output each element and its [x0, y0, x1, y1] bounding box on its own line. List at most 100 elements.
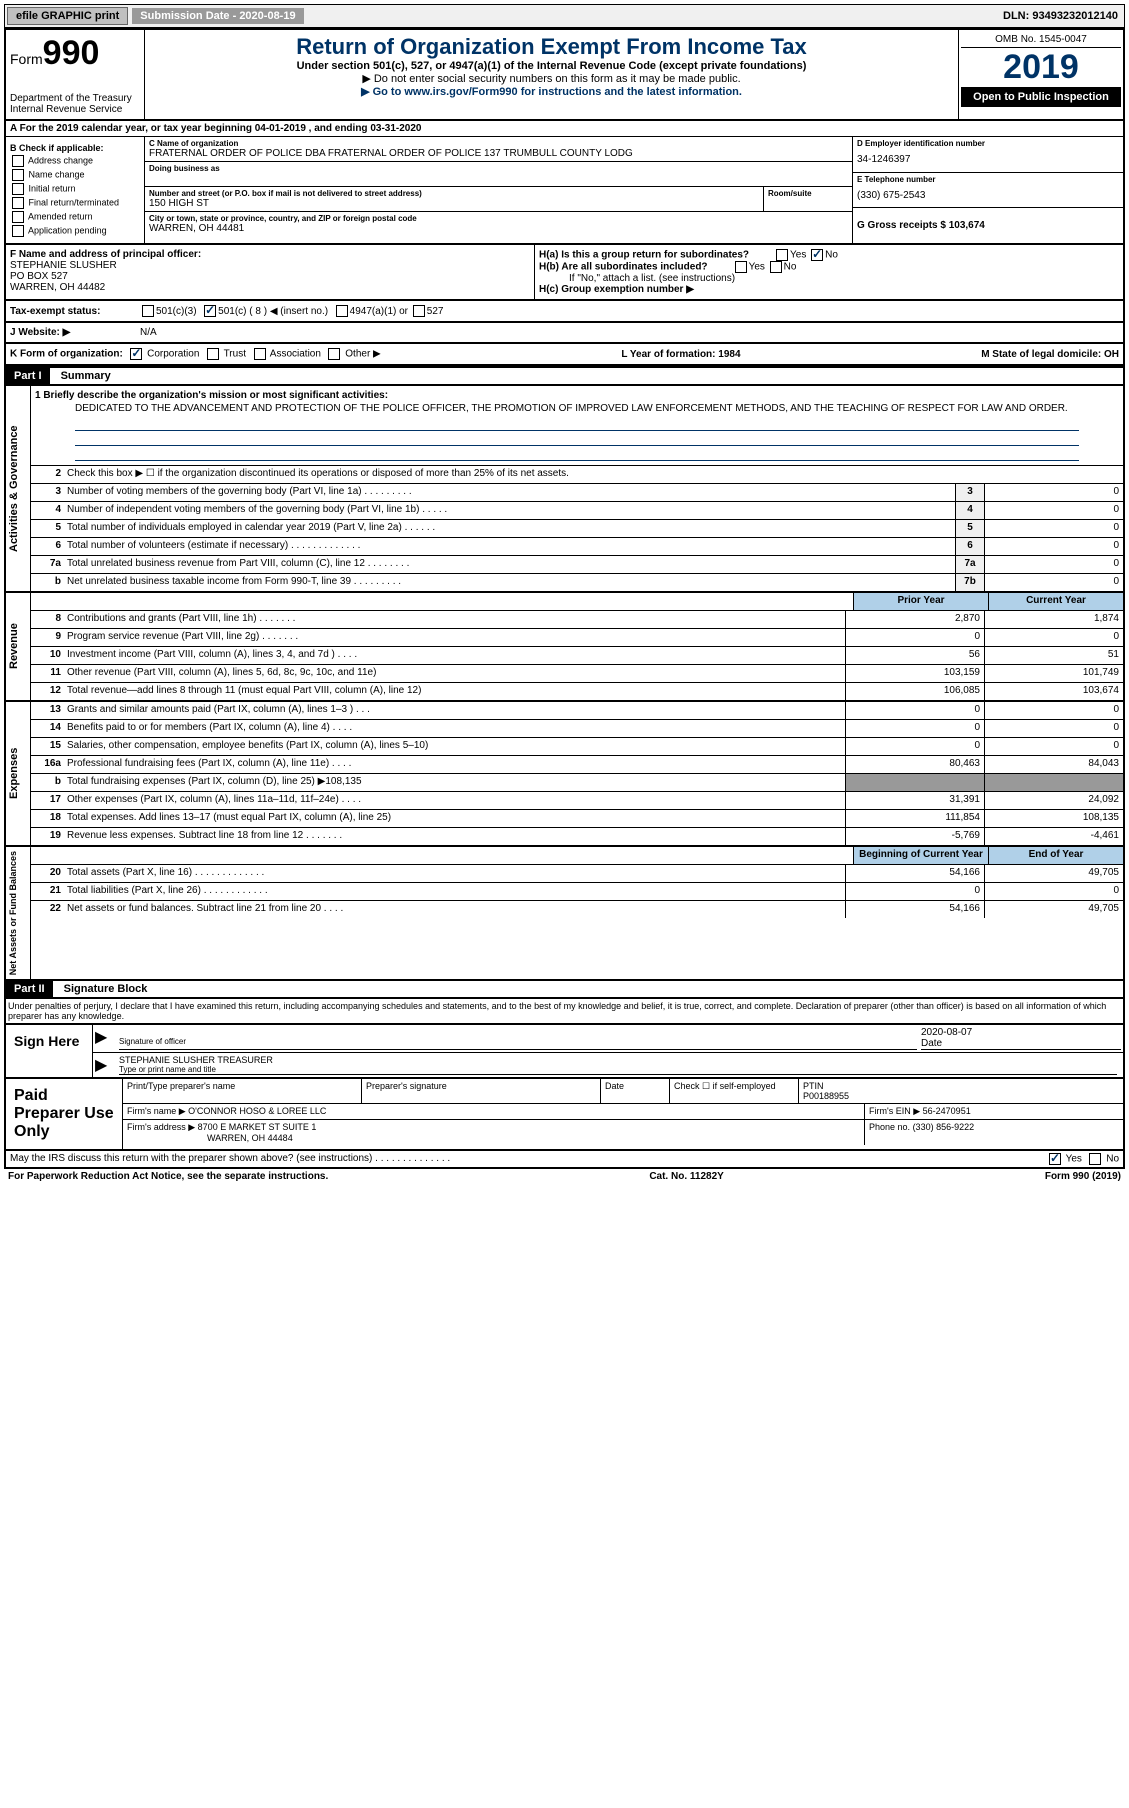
check-trust[interactable]: [207, 348, 219, 360]
firm-addr: Firm's address ▶ 8700 E MARKET ST SUITE …: [123, 1120, 865, 1145]
website-val: N/A: [140, 327, 157, 338]
check-address[interactable]: Address change: [10, 155, 140, 167]
hb: H(b) Are all subordinates included? Yes …: [539, 261, 1119, 273]
check-assoc[interactable]: [254, 348, 266, 360]
table-row: bNet unrelated business taxable income f…: [31, 574, 1123, 591]
check-amended[interactable]: Amended return: [10, 211, 140, 223]
sign-here-label: Sign Here: [6, 1025, 93, 1077]
prep-name-label: Print/Type preparer's name: [123, 1079, 362, 1103]
table-row: 15Salaries, other compensation, employee…: [31, 738, 1123, 756]
table-row: 10Investment income (Part VIII, column (…: [31, 647, 1123, 665]
check-527[interactable]: [413, 305, 425, 317]
officer-signature[interactable]: Signature of officer: [119, 1027, 917, 1050]
table-row: 17Other expenses (Part IX, column (A), l…: [31, 792, 1123, 810]
efile-button[interactable]: efile GRAPHIC print: [7, 7, 128, 25]
table-row: 3Number of voting members of the governi…: [31, 484, 1123, 502]
part2-header: Part II Signature Block: [4, 981, 1125, 999]
ein-label: D Employer identification number: [857, 139, 1119, 148]
form-number: Form990: [10, 34, 140, 73]
firm-name: Firm's name ▶ O'CONNOR HOSO & LOREE LLC: [123, 1104, 865, 1119]
table-row: 18Total expenses. Add lines 13–17 (must …: [31, 810, 1123, 828]
tel: (330) 675-2543: [857, 184, 1119, 201]
note1: ▶ Do not enter social security numbers o…: [153, 72, 950, 85]
table-row: 6Total number of volunteers (estimate if…: [31, 538, 1123, 556]
prep-sig-label: Preparer's signature: [362, 1079, 601, 1103]
typed-name: STEPHANIE SLUSHER TREASURER Type or prin…: [119, 1055, 1117, 1075]
check-corp[interactable]: [130, 348, 142, 360]
form-header: Form990 Department of the Treasury Inter…: [4, 28, 1125, 121]
top-bar: efile GRAPHIC print Submission Date - 20…: [4, 4, 1125, 28]
arrow-icon: ▶: [95, 1027, 115, 1050]
penalties: Under penalties of perjury, I declare th…: [4, 999, 1125, 1023]
side-netassets: Net Assets or Fund Balances: [6, 847, 31, 979]
bottom-note: For Paperwork Reduction Act Notice, see …: [4, 1169, 1125, 1184]
ha: H(a) Is this a group return for subordin…: [539, 249, 1119, 261]
org-name: FRATERNAL ORDER OF POLICE DBA FRATERNAL …: [149, 148, 848, 159]
check-applicable: B Check if applicable: Address change Na…: [6, 137, 145, 243]
k-row: K Form of organization: Corporation Trus…: [4, 344, 1125, 366]
addr-label: Number and street (or P.O. box if mail i…: [149, 189, 759, 198]
check-pending[interactable]: Application pending: [10, 225, 140, 237]
prep-date-label: Date: [601, 1079, 670, 1103]
current-year-header: Current Year: [988, 593, 1123, 610]
officer-row: F Name and address of principal officer:…: [4, 245, 1125, 301]
table-row: 22Net assets or fund balances. Subtract …: [31, 901, 1123, 918]
dept: Department of the Treasury Internal Reve…: [10, 93, 140, 115]
paid-preparer-label: Paid Preparer Use Only: [6, 1079, 123, 1149]
discuss-yes[interactable]: [1049, 1153, 1061, 1165]
officer-addr1: PO BOX 527: [10, 271, 530, 282]
beg-year-header: Beginning of Current Year: [853, 847, 988, 864]
city: WARREN, OH 44481: [149, 223, 848, 234]
submission-date: Submission Date - 2020-08-19: [132, 8, 303, 24]
table-row: 13Grants and similar amounts paid (Part …: [31, 702, 1123, 720]
table-row: 9Program service revenue (Part VIII, lin…: [31, 629, 1123, 647]
sign-date: 2020-08-07 Date: [921, 1027, 1121, 1050]
officer-addr2: WARREN, OH 44482: [10, 282, 530, 293]
gross-receipts: G Gross receipts $ 103,674: [857, 210, 1119, 231]
end-year-header: End of Year: [988, 847, 1123, 864]
part1-body: Activities & Governance 1 Briefly descri…: [4, 386, 1125, 593]
check-final[interactable]: Final return/terminated: [10, 197, 140, 209]
discuss-no[interactable]: [1089, 1153, 1101, 1165]
table-row: 19Revenue less expenses. Subtract line 1…: [31, 828, 1123, 845]
prep-self-employed[interactable]: Check ☐ if self-employed: [670, 1079, 799, 1103]
return-title: Return of Organization Exempt From Incom…: [153, 34, 950, 60]
org-name-label: C Name of organization: [149, 139, 848, 148]
part1-header: Part I Summary: [4, 366, 1125, 386]
expenses-section: Expenses 13Grants and similar amounts pa…: [4, 702, 1125, 847]
check-501c[interactable]: [204, 305, 216, 317]
sign-section: Sign Here ▶ Signature of officer 2020-08…: [4, 1023, 1125, 1079]
table-row: 5Total number of individuals employed in…: [31, 520, 1123, 538]
arrow-icon: ▶: [95, 1055, 115, 1075]
ein: 34-1246397: [857, 148, 1119, 165]
hb-note: If "No," attach a list. (see instruction…: [539, 273, 1119, 284]
check-other[interactable]: [328, 348, 340, 360]
addr: 150 HIGH ST: [149, 198, 759, 209]
omb: OMB No. 1545-0047: [961, 32, 1121, 48]
preparer-section: Paid Preparer Use Only Print/Type prepar…: [4, 1079, 1125, 1151]
firm-phone: Phone no. (330) 856-9222: [865, 1120, 1123, 1145]
table-row: 11Other revenue (Part VIII, column (A), …: [31, 665, 1123, 683]
prior-year-header: Prior Year: [853, 593, 988, 610]
table-row: 16aProfessional fundraising fees (Part I…: [31, 756, 1123, 774]
firm-ein: Firm's EIN ▶ 56-2470951: [865, 1104, 1123, 1119]
open-public: Open to Public Inspection: [961, 87, 1121, 107]
side-revenue: Revenue: [6, 593, 31, 700]
table-row: 8Contributions and grants (Part VIII, li…: [31, 611, 1123, 629]
check-4947[interactable]: [336, 305, 348, 317]
state-domicile: M State of legal domicile: OH: [981, 349, 1119, 360]
table-row: 12Total revenue—add lines 8 through 11 (…: [31, 683, 1123, 700]
check-initial[interactable]: Initial return: [10, 183, 140, 195]
officer-name: STEPHANIE SLUSHER: [10, 260, 530, 271]
revenue-section: Revenue Prior Year Current Year 8Contrib…: [4, 593, 1125, 702]
tel-label: E Telephone number: [857, 175, 1119, 184]
check-501c3[interactable]: [142, 305, 154, 317]
table-row: 20Total assets (Part X, line 16) . . . .…: [31, 865, 1123, 883]
info-grid: B Check if applicable: Address change Na…: [4, 137, 1125, 245]
table-row: bTotal fundraising expenses (Part IX, co…: [31, 774, 1123, 792]
table-row: 2Check this box ▶ ☐ if the organization …: [31, 466, 1123, 484]
room-label: Room/suite: [768, 189, 848, 198]
check-name[interactable]: Name change: [10, 169, 140, 181]
website-row: J Website: ▶ N/A: [4, 323, 1125, 344]
city-label: City or town, state or province, country…: [149, 214, 848, 223]
